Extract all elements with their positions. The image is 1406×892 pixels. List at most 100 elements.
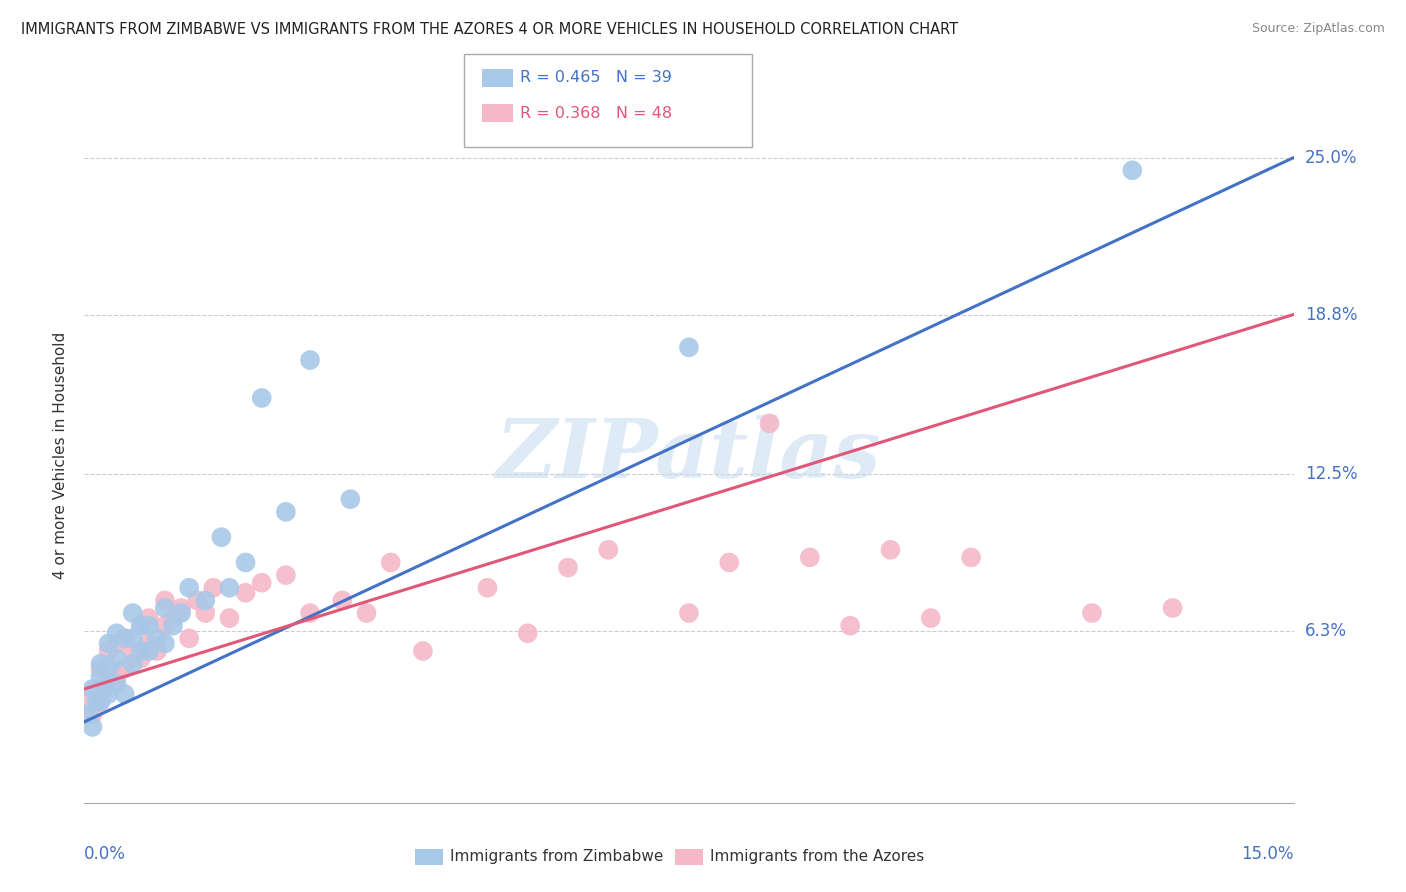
Point xyxy=(412,644,434,658)
Point xyxy=(235,586,257,600)
Point xyxy=(194,593,217,607)
Point xyxy=(129,651,152,665)
Point xyxy=(920,611,942,625)
Point xyxy=(77,707,100,722)
Point xyxy=(799,550,821,565)
Point xyxy=(1161,601,1184,615)
Point xyxy=(758,417,780,431)
Point xyxy=(129,618,152,632)
Point xyxy=(121,632,143,646)
Point xyxy=(153,593,176,607)
Text: R = 0.465   N = 39: R = 0.465 N = 39 xyxy=(520,70,672,85)
Text: Source: ZipAtlas.com: Source: ZipAtlas.com xyxy=(1251,22,1385,36)
Point xyxy=(356,606,378,620)
Point xyxy=(170,606,193,620)
Point xyxy=(114,687,136,701)
Text: 15.0%: 15.0% xyxy=(1241,845,1294,863)
Point xyxy=(218,581,240,595)
Point xyxy=(121,644,143,658)
Point xyxy=(598,542,620,557)
Point xyxy=(960,550,983,565)
Point xyxy=(77,695,100,709)
Point xyxy=(89,669,111,683)
Point xyxy=(121,657,143,671)
Point xyxy=(129,618,152,632)
Text: 6.3%: 6.3% xyxy=(1305,622,1347,640)
Point xyxy=(879,542,901,557)
Text: 0.0%: 0.0% xyxy=(84,845,127,863)
Point xyxy=(153,636,176,650)
Point xyxy=(82,681,104,696)
Point xyxy=(218,611,240,625)
Point xyxy=(86,681,108,696)
Point xyxy=(138,611,160,625)
Point xyxy=(209,530,232,544)
Point xyxy=(170,601,193,615)
Y-axis label: 4 or more Vehicles in Household: 4 or more Vehicles in Household xyxy=(53,331,69,579)
Point xyxy=(114,632,136,646)
Point xyxy=(250,391,273,405)
Point xyxy=(179,581,201,595)
Point xyxy=(153,618,176,632)
Point xyxy=(82,720,104,734)
Point xyxy=(97,687,120,701)
Text: 18.8%: 18.8% xyxy=(1305,305,1357,324)
Point xyxy=(194,606,217,620)
Point xyxy=(89,657,111,671)
Point xyxy=(299,353,322,368)
Point xyxy=(477,581,499,595)
Point xyxy=(114,662,136,676)
Point xyxy=(121,606,143,620)
Point xyxy=(97,636,120,650)
Point xyxy=(97,644,120,658)
Point xyxy=(186,593,208,607)
Point xyxy=(339,492,361,507)
Point xyxy=(179,632,201,646)
Point xyxy=(839,618,862,632)
Text: Immigrants from Zimbabwe: Immigrants from Zimbabwe xyxy=(450,849,664,863)
Point xyxy=(678,606,700,620)
Text: 12.5%: 12.5% xyxy=(1305,465,1357,483)
Point xyxy=(114,632,136,646)
Point xyxy=(299,606,322,620)
Point xyxy=(97,677,120,691)
Point xyxy=(250,575,273,590)
Point xyxy=(89,695,111,709)
Point xyxy=(82,707,104,722)
Point xyxy=(146,632,169,646)
Point xyxy=(380,556,402,570)
Text: Immigrants from the Azores: Immigrants from the Azores xyxy=(710,849,924,863)
Point xyxy=(162,618,184,632)
Text: ZIPatlas: ZIPatlas xyxy=(496,415,882,495)
Point xyxy=(516,626,538,640)
Text: 25.0%: 25.0% xyxy=(1305,149,1357,167)
Point xyxy=(718,556,741,570)
Point xyxy=(138,618,160,632)
Point xyxy=(105,677,128,691)
Point xyxy=(86,695,108,709)
Point xyxy=(105,651,128,665)
Point xyxy=(274,568,297,582)
Point xyxy=(557,560,579,574)
Point xyxy=(146,644,169,658)
Point xyxy=(89,662,111,676)
Point xyxy=(138,644,160,658)
Point xyxy=(105,636,128,650)
Point xyxy=(202,581,225,595)
Point xyxy=(129,644,152,658)
Text: R = 0.368   N = 48: R = 0.368 N = 48 xyxy=(520,106,672,120)
Point xyxy=(162,611,184,625)
Point xyxy=(330,593,353,607)
Point xyxy=(235,556,257,570)
Point xyxy=(138,636,160,650)
Point xyxy=(105,626,128,640)
Point xyxy=(678,340,700,354)
Point xyxy=(97,662,120,676)
Point xyxy=(89,695,111,709)
Point xyxy=(153,601,176,615)
Text: IMMIGRANTS FROM ZIMBABWE VS IMMIGRANTS FROM THE AZORES 4 OR MORE VEHICLES IN HOU: IMMIGRANTS FROM ZIMBABWE VS IMMIGRANTS F… xyxy=(21,22,959,37)
Point xyxy=(93,681,115,696)
Point xyxy=(105,669,128,683)
Point xyxy=(1081,606,1104,620)
Point xyxy=(1121,163,1143,178)
